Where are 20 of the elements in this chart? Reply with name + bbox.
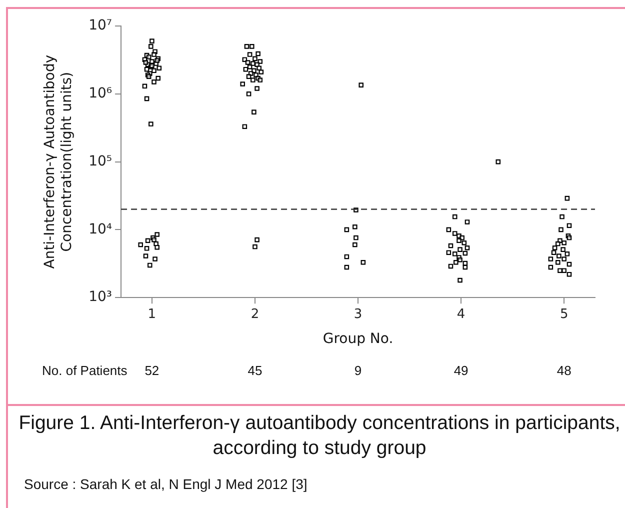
y-tick-label: 10⁵ — [88, 153, 112, 170]
x-tick-label: 2 — [250, 306, 260, 322]
text: 48 — [556, 363, 572, 378]
y-axis-title: Anti-Interferon-γ Autoantibody Concentration(light units) — [42, 54, 75, 269]
text: 45 — [248, 363, 262, 378]
text: 49 — [454, 363, 468, 378]
y-tick-label: 10⁷ — [88, 18, 112, 34]
x-tick-label: 3 — [354, 306, 362, 322]
y-tick-label: 10⁶ — [88, 86, 112, 102]
x-tick-label: 1 — [148, 306, 156, 322]
y-tick-label: 10⁴ — [88, 221, 112, 238]
text: 9 — [354, 363, 362, 378]
x-tick-label: 5 — [560, 306, 568, 322]
text: 52 — [144, 363, 160, 378]
source-note: Source : Sarah K et al, N Engl J Med 2012 [3] — [24, 476, 308, 492]
x-axis-title: Group No. — [322, 331, 394, 348]
text: Figure 1. Anti-Interferon-γ autoantibody concentrations in participants, according to study group — [18, 411, 622, 461]
y-tick-label: 10³ — [88, 289, 112, 306]
text: No. of Patients — [42, 363, 128, 378]
x-tick-label: 4 — [456, 306, 466, 322]
